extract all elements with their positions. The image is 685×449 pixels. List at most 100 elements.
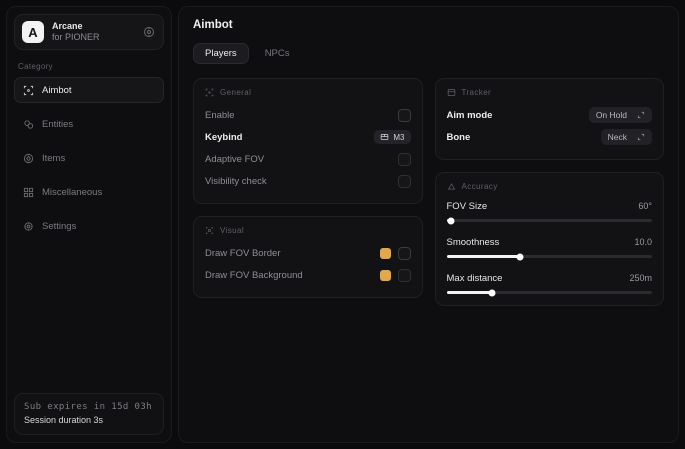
nav-spacer [14, 139, 164, 143]
tab-npcs[interactable]: NPCs [264, 48, 290, 59]
checkbox-visibility-check[interactable] [397, 174, 411, 188]
color-swatch-fov-border[interactable] [379, 247, 391, 259]
row-aim-mode[interactable]: Aim mode On Hold [446, 104, 652, 126]
row-control: M3 [374, 130, 411, 144]
color-swatch-fov-background[interactable] [379, 269, 391, 281]
sidebar-item-label: Aimbot [42, 84, 72, 96]
sidebar-item-label: Entities [42, 118, 74, 130]
grid-icon [23, 187, 34, 198]
slider-spacer [447, 258, 653, 270]
sidebar-item-label: Miscellaneous [42, 186, 103, 198]
slider-max-distance[interactable]: Max distance 250m [446, 270, 652, 296]
keybind-badge[interactable]: M3 [374, 130, 411, 144]
crosshair-icon [23, 85, 34, 96]
tab-players[interactable]: Players [193, 43, 249, 64]
app-logo: A [22, 21, 44, 43]
slider-spacer [447, 222, 653, 234]
card-general: General Enable Keybind [193, 78, 423, 204]
triangle-icon [447, 182, 456, 191]
slider-thumb[interactable] [447, 217, 455, 224]
select-value: Neck [607, 132, 627, 142]
expand-icon [637, 111, 645, 119]
row-label: Aim mode [446, 109, 493, 121]
sidebar-item-entities[interactable]: Entities [14, 111, 164, 137]
select-value: On Hold [595, 110, 627, 120]
slider-track[interactable] [446, 253, 652, 260]
row-label: Keybind [205, 131, 243, 143]
settings-columns: General Enable Keybind [193, 78, 664, 306]
card-header: General [205, 88, 411, 104]
brand-name: Arcane [52, 21, 83, 32]
row-control [379, 268, 411, 282]
sidebar-item-aimbot[interactable]: Aimbot [14, 77, 164, 103]
sparkle-icon [205, 226, 214, 235]
card-header: Visual [205, 226, 411, 242]
slider-fill [446, 291, 492, 294]
keybind-value: M3 [393, 132, 405, 142]
right-column: Tracker Aim mode On Hold [434, 78, 664, 306]
checkbox-draw-fov-border[interactable] [397, 246, 411, 260]
card-title: Accuracy [461, 182, 498, 191]
sidebar-item-miscellaneous[interactable]: Miscellaneous [14, 179, 164, 205]
slider-thumb[interactable] [516, 253, 524, 260]
nav-spacer [14, 105, 164, 109]
select-bone[interactable]: Neck [600, 129, 652, 145]
row-bone[interactable]: Bone Neck [446, 126, 652, 148]
brand-header[interactable]: A Arcane for PIONER [14, 14, 164, 50]
checkbox-draw-fov-background[interactable] [397, 268, 411, 282]
slider-value: 10.0 [634, 237, 652, 247]
row-control [397, 108, 411, 122]
slider-track[interactable] [446, 289, 652, 296]
row-enable[interactable]: Enable [205, 104, 411, 126]
session-duration: Session duration 3s [24, 415, 104, 425]
left-column: General Enable Keybind [193, 78, 423, 298]
mouse-icon [380, 133, 389, 141]
card-header: Accuracy [447, 182, 653, 198]
row-label: Visibility check [205, 175, 267, 187]
expand-icon [637, 133, 645, 141]
row-control [379, 246, 411, 260]
sidebar: A Arcane for PIONER Category Aimbot [6, 6, 172, 443]
row-adaptive-fov[interactable]: Adaptive FOV [205, 148, 411, 170]
slider-label: Max distance [446, 273, 503, 284]
card-accuracy: Accuracy FOV Size 60° [434, 172, 664, 306]
slider-track[interactable] [446, 217, 652, 224]
nav-spacer [14, 173, 164, 177]
row-label: Adaptive FOV [205, 153, 265, 165]
gear-icon [23, 221, 34, 232]
row-draw-fov-border[interactable]: Draw FOV Border [205, 242, 411, 264]
slider-label: Smoothness [446, 237, 500, 248]
slider-thumb[interactable] [488, 289, 496, 296]
card-title: General [220, 88, 252, 97]
items-icon [23, 153, 34, 164]
slider-smoothness[interactable]: Smoothness 10.0 [446, 234, 652, 260]
row-draw-fov-background[interactable]: Draw FOV Background [205, 264, 411, 286]
checkbox-enable[interactable] [397, 108, 411, 122]
row-label: Draw FOV Border [205, 247, 281, 259]
sidebar-item-settings[interactable]: Settings [14, 213, 164, 239]
slider-fill [446, 255, 521, 258]
select-aim-mode[interactable]: On Hold [588, 107, 652, 123]
row-label: Bone [446, 131, 471, 143]
row-keybind[interactable]: Keybind M3 [205, 126, 411, 148]
card-header: Tracker [447, 88, 653, 104]
row-visibility-check[interactable]: Visibility check [205, 170, 411, 192]
category-label: Category [18, 62, 53, 71]
sidebar-item-label: Items [42, 152, 66, 164]
tab-bar: Players NPCs [193, 43, 664, 64]
brand-subtitle: for PIONER [52, 31, 100, 42]
checkbox-adaptive-fov[interactable] [397, 152, 411, 166]
window-icon [447, 88, 456, 97]
row-label: Enable [205, 109, 235, 121]
slider-fov-size[interactable]: FOV Size 60° [446, 198, 652, 224]
sidebar-nav: Aimbot Entities Items [14, 77, 164, 239]
page-title: Aimbot [193, 19, 233, 31]
gear-icon[interactable] [143, 26, 155, 38]
sidebar-item-items[interactable]: Items [14, 145, 164, 171]
row-control [397, 152, 411, 166]
crosshair-icon [205, 88, 214, 97]
row-label: Draw FOV Background [205, 269, 303, 281]
main-panel: Aimbot Players NPCs General [178, 6, 679, 443]
entities-icon [23, 119, 34, 130]
